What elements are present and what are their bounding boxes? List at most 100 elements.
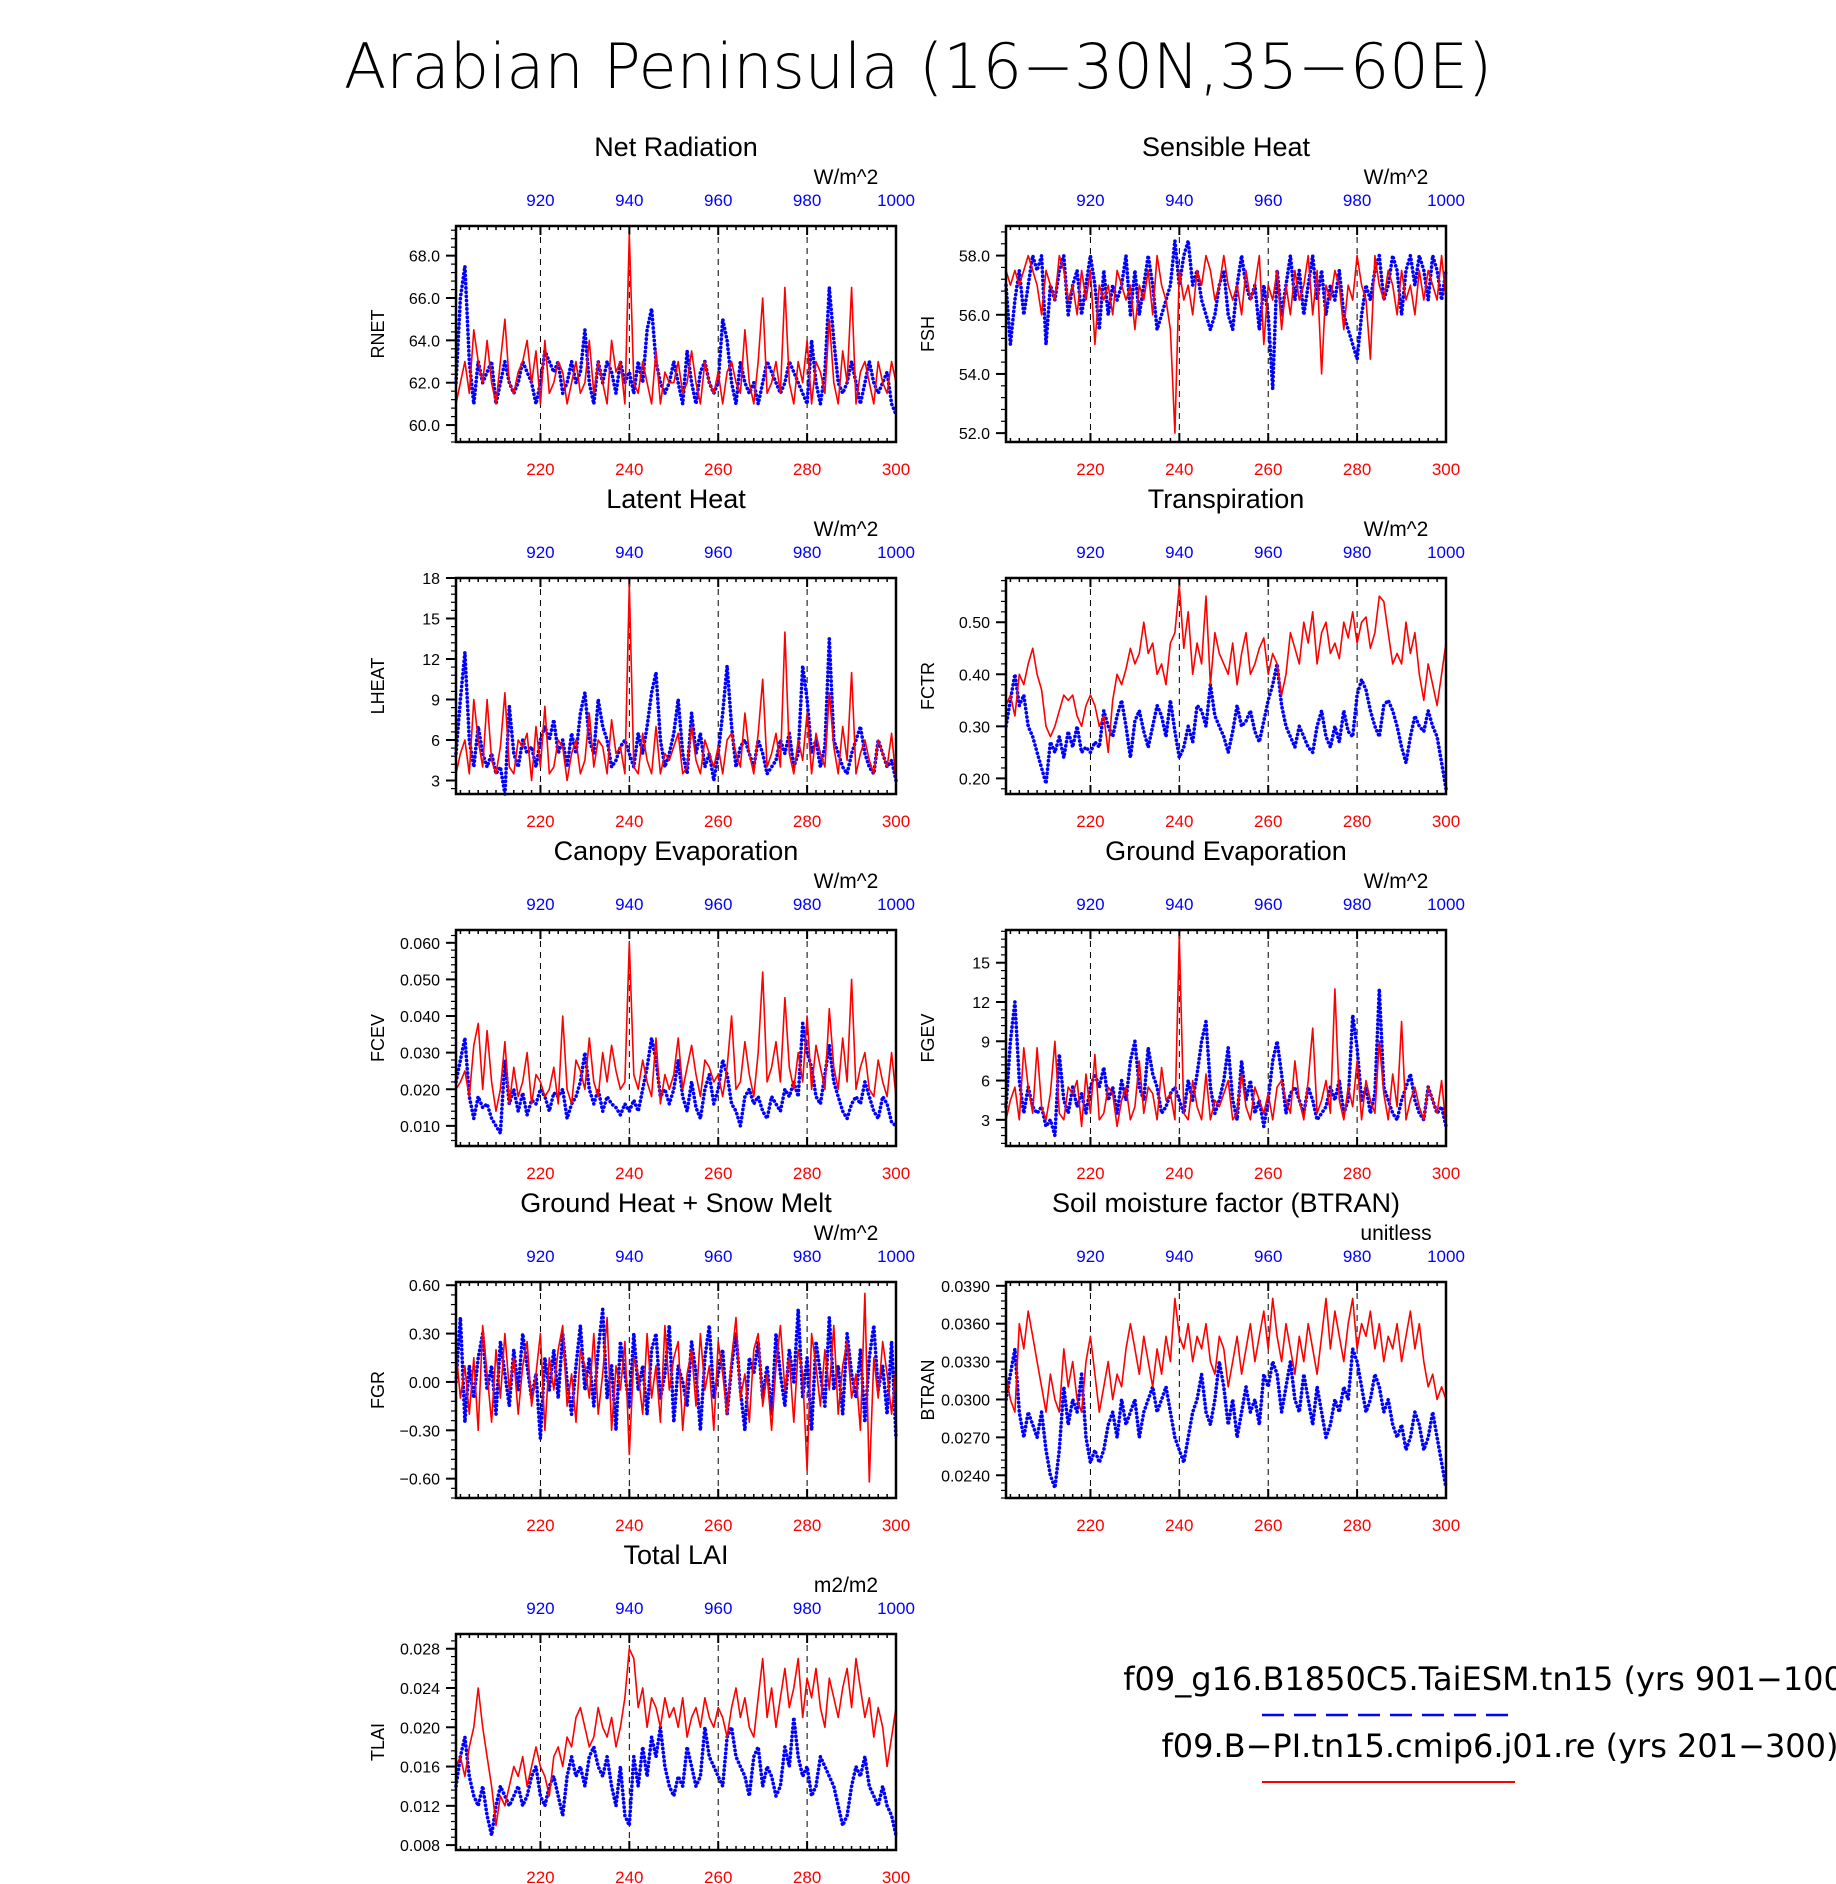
plot-frame	[454, 1280, 898, 1500]
y-tick-label: 0.0390	[941, 1279, 990, 1296]
y-tick-label: 0.0240	[941, 1468, 990, 1485]
x-tick-label-bottom: 240	[1165, 812, 1193, 831]
panel-units: unitless	[1360, 1222, 1431, 1245]
x-tick-label-bottom: 300	[1432, 1164, 1460, 1183]
x-tick-label-top: 1000	[1427, 543, 1465, 562]
x-tick-label-top: 940	[1165, 191, 1193, 210]
series-line-case1	[1004, 662, 1448, 791]
legend-case2-label: f09.B−PI.tn15.cmip6.j01.re (yrs 201−300)	[1161, 1727, 1836, 1765]
y-tick-label: 0.020	[400, 1720, 440, 1737]
x-tick-label-top: 960	[704, 1247, 732, 1266]
legend-case1-label: f09_g16.B1850C5.TaiESM.tn15 (yrs 901−100…	[1123, 1660, 1836, 1698]
panel-rnet: Net Radiation W/m^2 220 240 260 280 300 920 940 9…	[368, 132, 915, 479]
plot-frame	[454, 576, 898, 796]
x-tick-label-bottom: 280	[1343, 1164, 1371, 1183]
panel-title: Latent Heat	[606, 484, 746, 514]
y-axis-label: FGEV	[918, 1013, 938, 1062]
x-tick-label-top: 940	[615, 1247, 643, 1266]
y-tick-label: 0.20	[959, 771, 990, 788]
x-tick-label-bottom: 300	[1432, 1516, 1460, 1535]
x-tick-label-top: 960	[704, 543, 732, 562]
plot-frame	[454, 928, 898, 1148]
x-tick-label-bottom: 260	[704, 1516, 732, 1535]
y-tick-label: 12	[972, 995, 990, 1012]
series-line-case2	[455, 1647, 897, 1827]
x-tick-label-top: 960	[1254, 191, 1282, 210]
x-tick-label-bottom: 220	[1076, 1164, 1104, 1183]
x-tick-label-bottom: 240	[615, 460, 643, 479]
x-tick-label-top: 920	[526, 1247, 554, 1266]
y-tick-label: 0.028	[400, 1642, 440, 1659]
x-tick-label-top: 920	[526, 543, 554, 562]
x-tick-label-top: 920	[526, 895, 554, 914]
panel-units: m2/m2	[814, 1574, 878, 1597]
y-tick-label: 0.050	[400, 972, 440, 989]
y-tick-label: 0.008	[400, 1838, 440, 1855]
x-tick-label-bottom: 280	[793, 460, 821, 479]
y-tick-label: 0.0360	[941, 1317, 990, 1334]
x-tick-label-bottom: 220	[526, 1164, 554, 1183]
x-tick-label-bottom: 260	[1254, 1516, 1282, 1535]
y-tick-label: 52.0	[959, 426, 990, 443]
y-tick-label: −0.60	[400, 1472, 441, 1489]
panel-title: Ground Evaporation	[1105, 836, 1347, 866]
legend: f09_g16.B1850C5.TaiESM.tn15 (yrs 901−100…	[1123, 1660, 1836, 1783]
panel-title: Canopy Evaporation	[554, 836, 799, 866]
plot-frame	[1004, 928, 1448, 1148]
x-tick-label-top: 940	[1165, 1247, 1193, 1266]
x-tick-label-bottom: 260	[1254, 812, 1282, 831]
y-tick-label: 0.010	[400, 1119, 440, 1136]
y-tick-label: 0.040	[400, 1009, 440, 1026]
x-tick-label-bottom: 240	[1165, 460, 1193, 479]
y-tick-label: 0.60	[409, 1278, 440, 1295]
y-tick-label: 0.30	[959, 719, 990, 736]
y-tick-label: 54.0	[959, 367, 990, 384]
series-line-case2	[1005, 935, 1447, 1128]
y-tick-label: 0.30	[409, 1327, 440, 1344]
y-tick-label: 3	[431, 774, 440, 791]
x-tick-label-top: 1000	[1427, 191, 1465, 210]
x-tick-label-bottom: 260	[704, 812, 732, 831]
x-tick-label-top: 920	[1076, 895, 1104, 914]
plot-frame	[454, 1632, 898, 1852]
x-tick-label-bottom: 280	[793, 1516, 821, 1535]
series-line-case1	[454, 1021, 898, 1135]
x-tick-label-top: 940	[615, 543, 643, 562]
x-tick-label-top: 1000	[877, 895, 915, 914]
panel-title: Net Radiation	[594, 132, 758, 162]
plot-frame	[1004, 1280, 1448, 1500]
x-tick-label-bottom: 280	[793, 812, 821, 831]
x-tick-label-top: 980	[793, 191, 821, 210]
x-tick-label-top: 1000	[1427, 895, 1465, 914]
x-tick-label-bottom: 300	[882, 1868, 910, 1884]
y-tick-label: 66.0	[409, 291, 440, 308]
x-tick-label-top: 920	[526, 191, 554, 210]
y-tick-label: −0.30	[400, 1423, 441, 1440]
y-axis-label: FCEV	[368, 1014, 388, 1062]
panel-fctr: Transpiration W/m^2 220 240 260 280 300 920 940 9…	[918, 484, 1465, 831]
y-tick-label: 0.0300	[941, 1392, 990, 1409]
x-tick-label-bottom: 220	[526, 1868, 554, 1884]
x-tick-label-bottom: 260	[704, 1868, 732, 1884]
x-tick-label-top: 920	[526, 1599, 554, 1618]
x-tick-label-bottom: 280	[1343, 1516, 1371, 1535]
x-tick-label-bottom: 280	[1343, 812, 1371, 831]
series-line-case2	[1005, 584, 1447, 754]
x-tick-label-top: 920	[1076, 543, 1104, 562]
y-axis-label: RNET	[368, 309, 388, 358]
y-tick-label: 9	[981, 1034, 990, 1051]
panel-units: W/m^2	[814, 870, 879, 893]
x-tick-label-top: 980	[793, 1247, 821, 1266]
x-tick-label-bottom: 300	[1432, 460, 1460, 479]
panel-fgr: Ground Heat + Snow Melt W/m^2 220 240 260 280…	[368, 1188, 915, 1535]
x-tick-label-top: 960	[1254, 543, 1282, 562]
panel-title: Total LAI	[623, 1540, 728, 1570]
x-tick-label-bottom: 260	[704, 1164, 732, 1183]
x-tick-label-bottom: 300	[882, 812, 910, 831]
y-axis-label: LHEAT	[368, 658, 388, 715]
x-tick-label-bottom: 220	[526, 812, 554, 831]
panel-units: W/m^2	[1364, 870, 1429, 893]
series-line-case2	[455, 941, 897, 1112]
panel-fgev: Ground Evaporation W/m^2 220 240 260 280 300 92…	[918, 836, 1465, 1183]
